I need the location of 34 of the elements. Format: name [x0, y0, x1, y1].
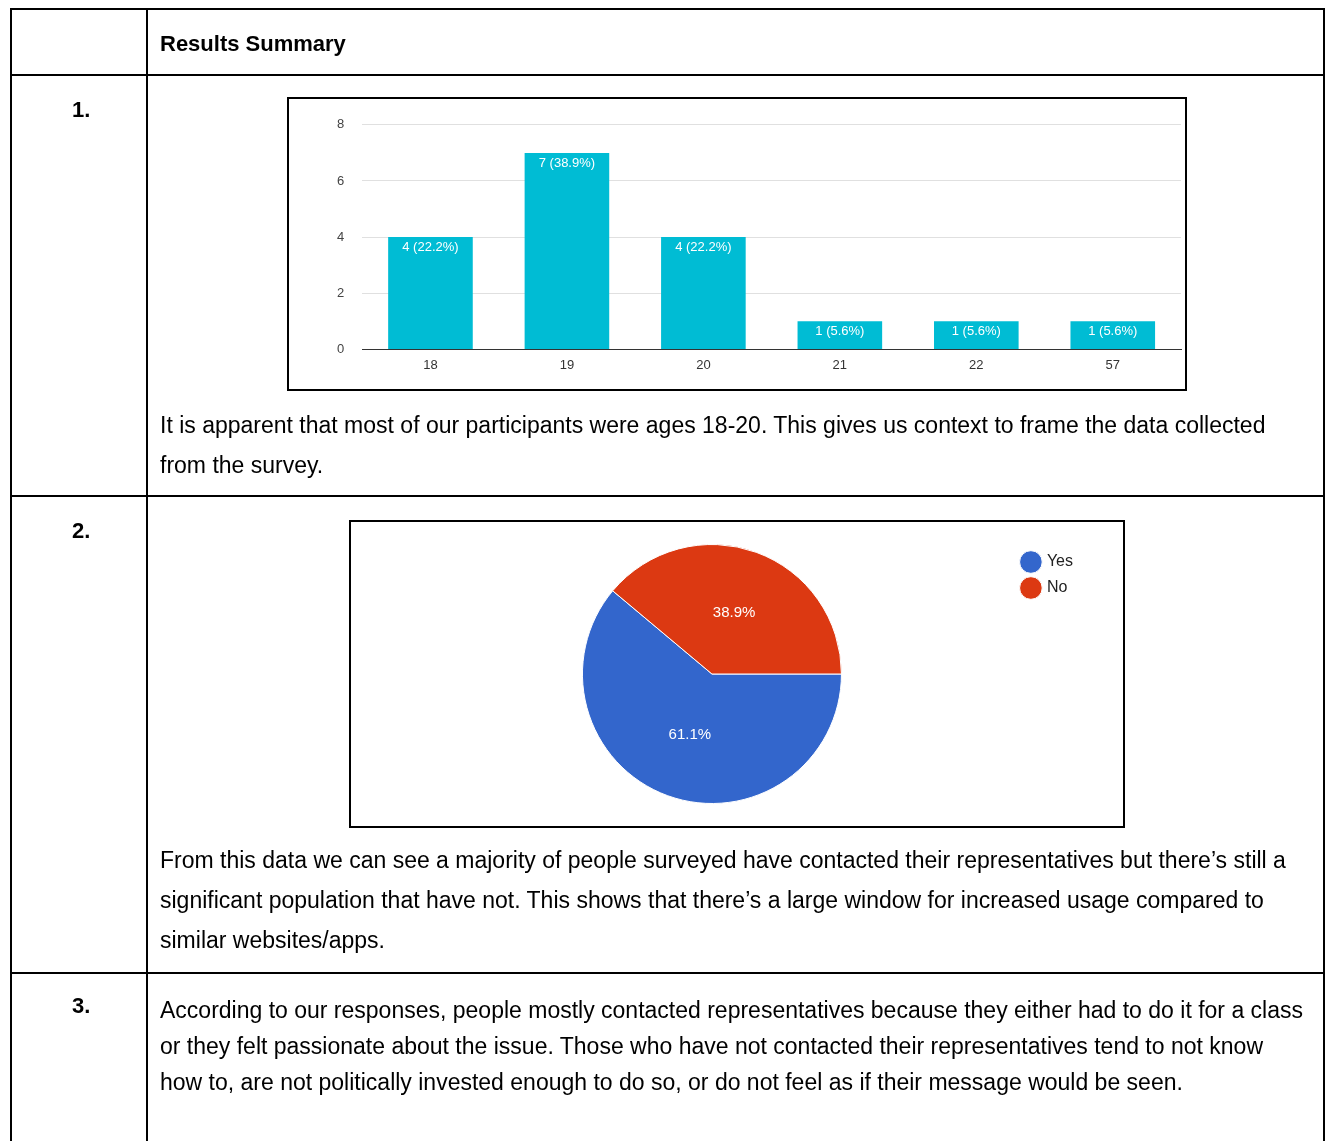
- x-tick-label: 21: [832, 356, 848, 372]
- y-tick-label: 8: [337, 116, 345, 132]
- bar: [661, 237, 746, 349]
- data-label: 61.1%: [668, 724, 712, 742]
- y-tick-label: 0: [337, 340, 345, 356]
- legend-label: Yes: [1046, 552, 1074, 570]
- x-tick-label: 18: [423, 356, 438, 372]
- text: 3.: [72, 993, 91, 1019]
- data-label: 7 (38.9%): [538, 154, 596, 170]
- text: 2.: [72, 518, 91, 544]
- bar: [797, 321, 883, 349]
- data-label: 4 (22.2%): [402, 239, 459, 255]
- x-tick-label: 57: [1105, 356, 1120, 372]
- data-label: 38.9%: [712, 603, 756, 621]
- text: According to our responses, people mostly contacted representatives because they either had to do it for a class or they felt passionate about the issue. Those who have not contacted their representatives tend to not know how to, are not politically invested enough to do so, or do not feel as if their message would be seen.: [160, 996, 1304, 1097]
- y-tick-label: 4: [337, 228, 345, 244]
- x-tick-label: 20: [696, 356, 711, 372]
- bar: [934, 321, 1019, 349]
- bar: [524, 152, 610, 349]
- chart-title: Results Summary: [160, 31, 346, 57]
- text: It is apparent that most of our participants were ages 18-20. This gives us context to frame the data collected from the survey.: [160, 411, 1267, 480]
- text: From this data we can see a majority of people surveyed have contacted their representatives but there’s still a significant population that have not. This shows that there’s a large window for increased usage compared to similar websites/apps.: [160, 846, 1287, 955]
- text: 1.: [72, 97, 91, 123]
- y-tick-label: 6: [337, 172, 345, 188]
- data-label: 4 (22.2%): [675, 239, 732, 255]
- bar: [388, 237, 473, 349]
- x-tick-label: 19: [559, 356, 575, 372]
- bar: [1070, 321, 1156, 349]
- y-tick-label: 2: [337, 284, 345, 300]
- data-label: 1 (5.6%): [1088, 323, 1138, 339]
- data-label: 1 (5.6%): [815, 323, 865, 339]
- data-label: 1 (5.6%): [951, 323, 1001, 339]
- legend-label: No: [1046, 578, 1068, 596]
- x-tick-label: 22: [969, 356, 984, 372]
